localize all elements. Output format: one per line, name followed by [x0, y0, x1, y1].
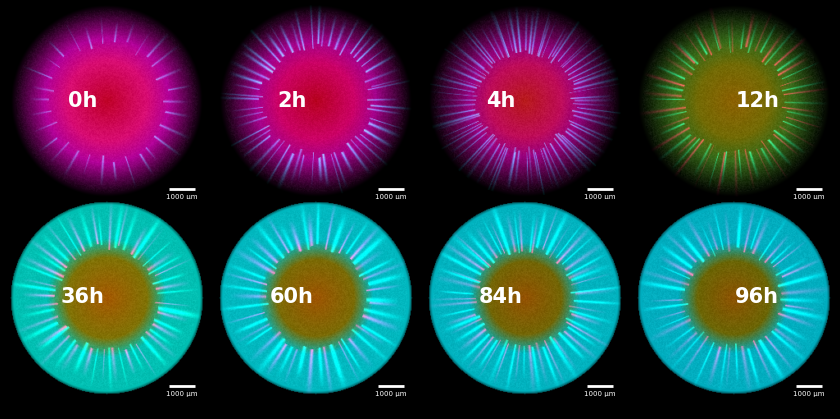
Text: 1000 μm: 1000 μm	[585, 194, 616, 200]
Text: 1000 μm: 1000 μm	[375, 194, 407, 200]
Text: 1000 μm: 1000 μm	[585, 391, 616, 397]
Text: 0h: 0h	[68, 91, 97, 111]
Text: 1000 μm: 1000 μm	[166, 194, 197, 200]
Text: 60h: 60h	[270, 287, 313, 308]
Text: 2h: 2h	[277, 91, 307, 111]
Text: 1000 μm: 1000 μm	[794, 194, 825, 200]
Text: 96h: 96h	[735, 287, 780, 308]
Text: 36h: 36h	[60, 287, 104, 308]
Text: 4h: 4h	[486, 91, 516, 111]
Text: 84h: 84h	[479, 287, 522, 308]
Text: 12h: 12h	[736, 91, 780, 111]
Text: 1000 μm: 1000 μm	[166, 391, 197, 397]
Text: 1000 μm: 1000 μm	[375, 391, 407, 397]
Text: 1000 μm: 1000 μm	[794, 391, 825, 397]
